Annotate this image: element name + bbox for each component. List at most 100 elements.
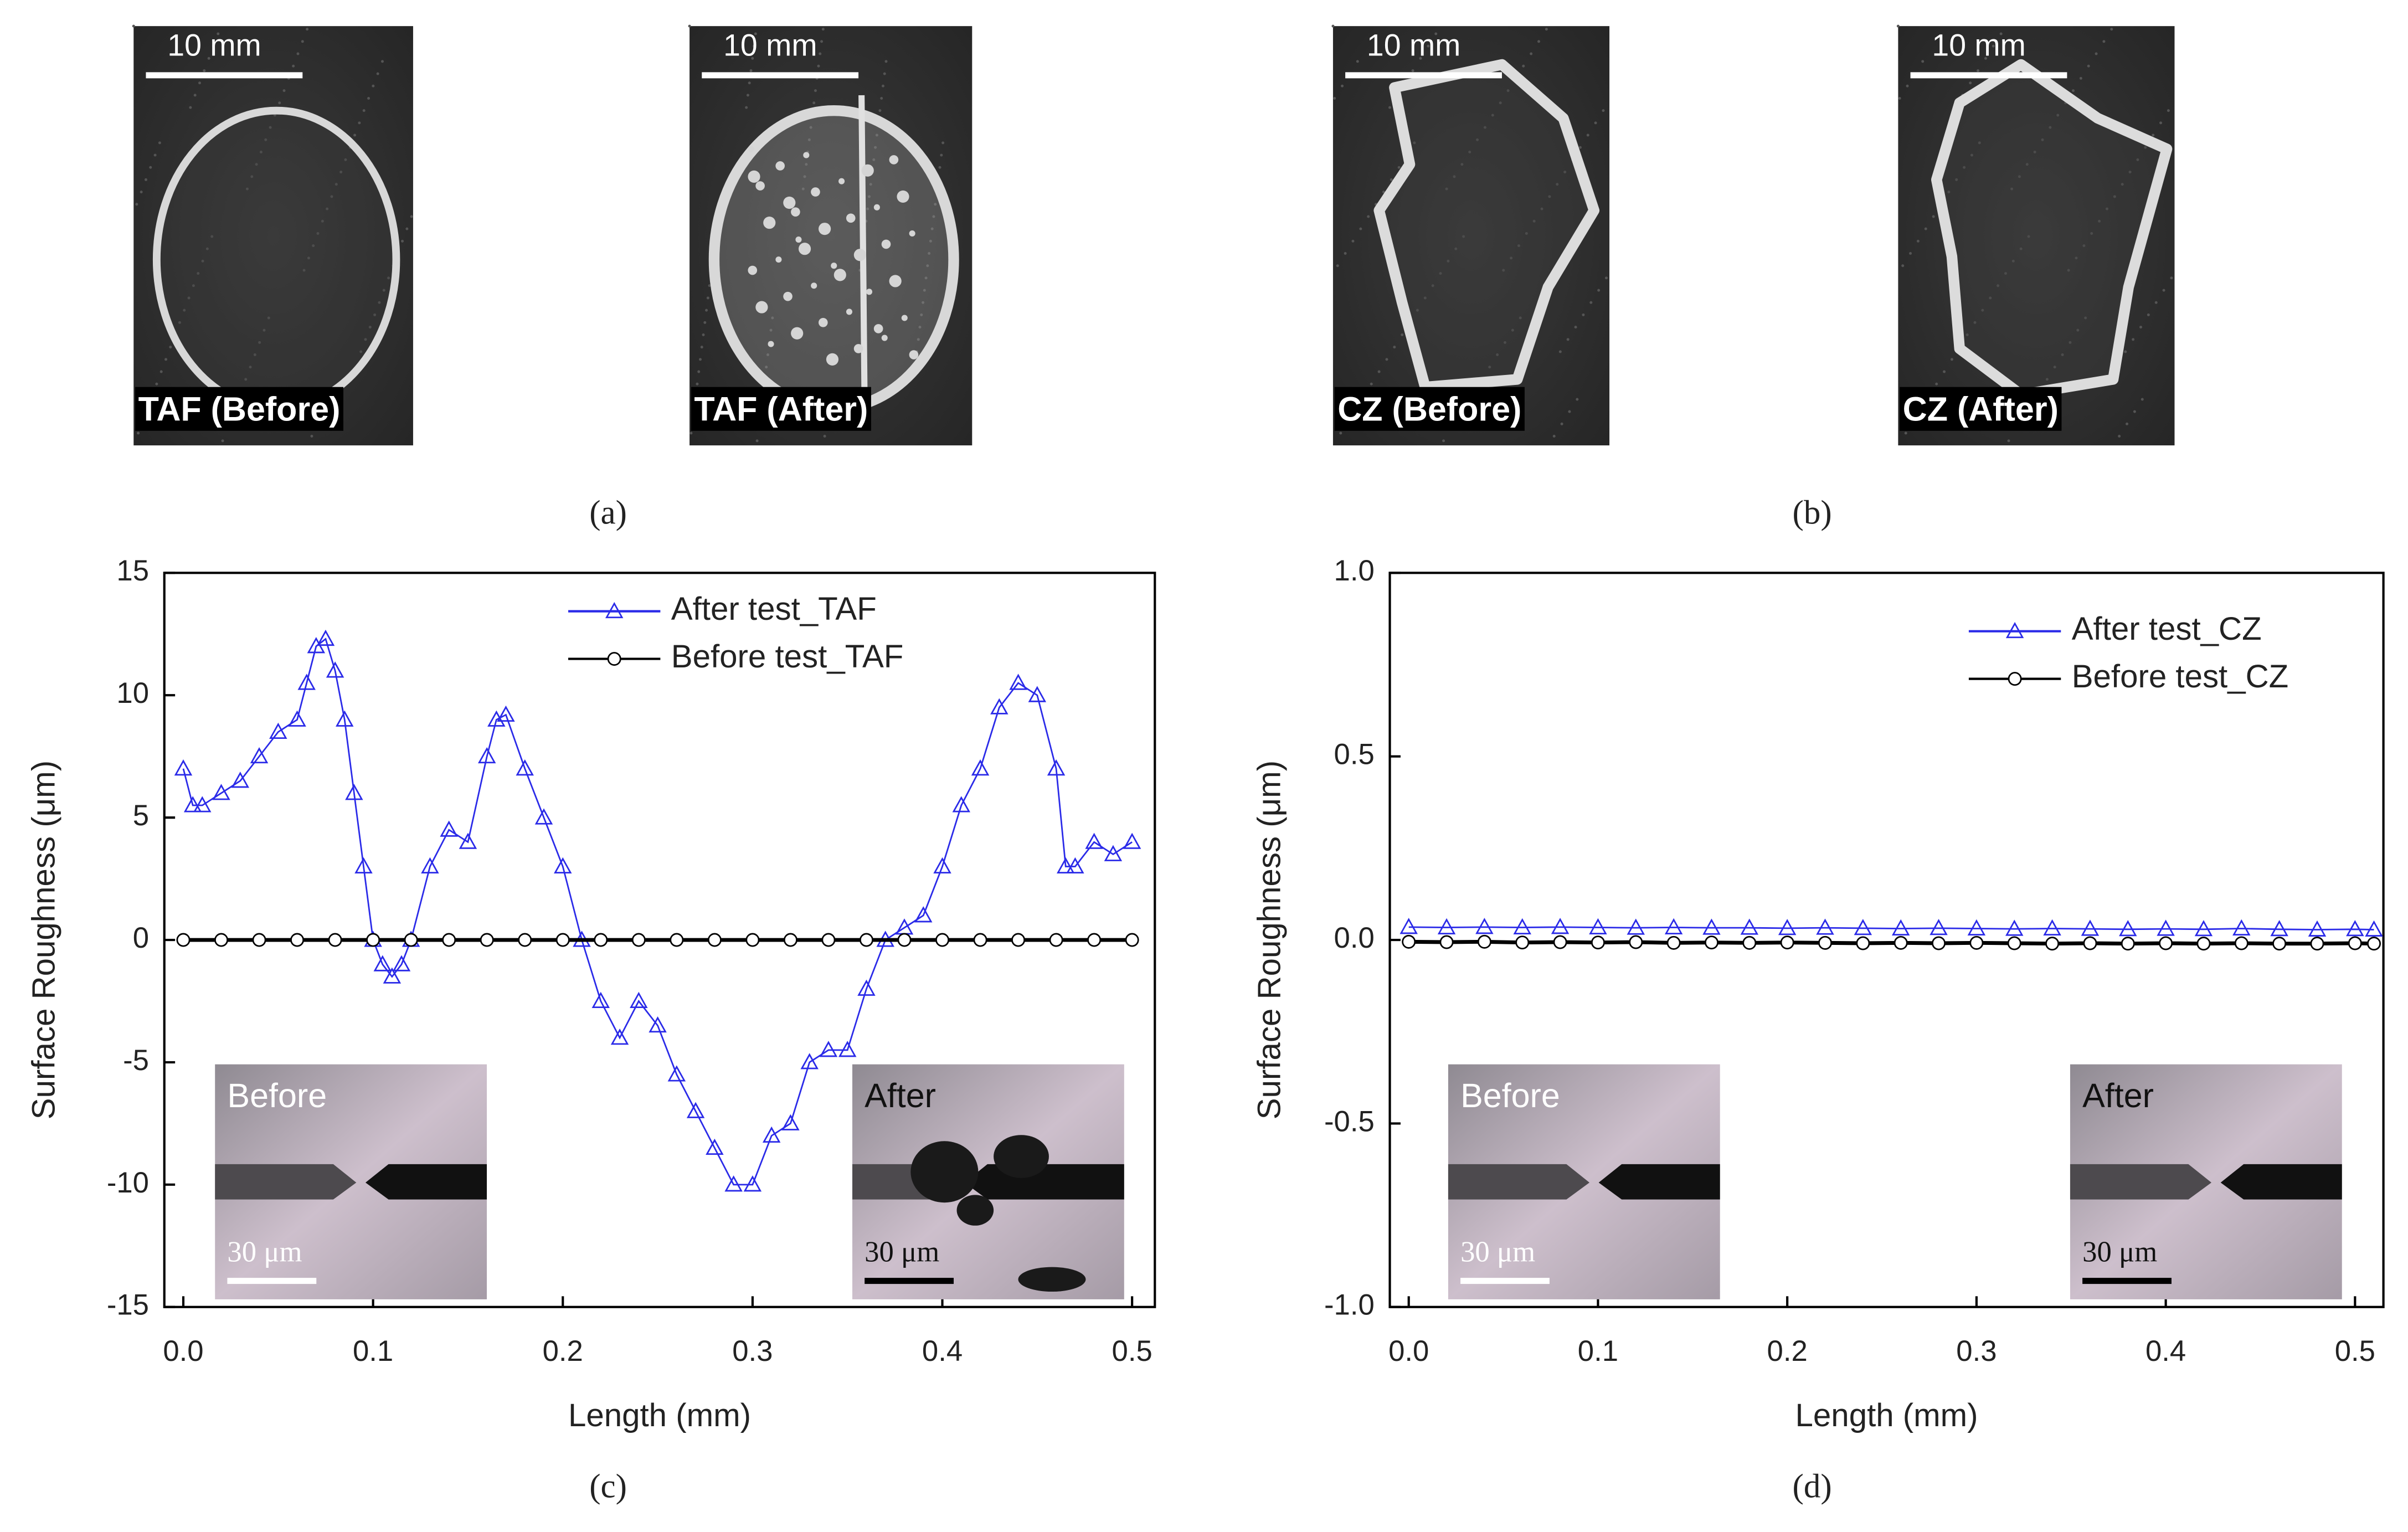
marker: [231, 772, 249, 788]
marker: [176, 933, 191, 947]
texture: [700, 346, 703, 349]
debris: [994, 1135, 1049, 1178]
marker: [762, 1126, 781, 1143]
bubble: [811, 187, 820, 197]
marker: [252, 933, 266, 947]
marker: [1740, 918, 1759, 935]
x-tick-label: 0.1: [353, 1335, 393, 1368]
panel-label: (c): [589, 1468, 627, 1505]
y-tick-label: 0.0: [1334, 922, 1375, 954]
marker: [859, 933, 873, 947]
texture: [697, 370, 701, 373]
photo: 10 mm: [132, 24, 413, 446]
photo-caption: CZ (Before): [1337, 390, 1521, 428]
marker: [897, 933, 912, 947]
bubble: [783, 196, 796, 209]
marker: [594, 933, 608, 947]
texture: [1476, 138, 1479, 141]
texture: [746, 94, 749, 97]
legend-label: Before test_CZ: [2072, 659, 2289, 695]
bubble: [853, 249, 866, 261]
texture: [367, 96, 371, 100]
texture: [1594, 121, 1597, 125]
y-axis-label: Surface Roughness (μm): [26, 760, 62, 1119]
bubble: [818, 317, 828, 327]
marker: [2232, 919, 2251, 935]
texture: [164, 358, 167, 361]
inset-label: After: [2082, 1077, 2154, 1114]
marker: [1627, 918, 1645, 935]
texture: [940, 153, 943, 157]
texture: [301, 40, 304, 43]
y-tick-label: 0.5: [1334, 738, 1375, 771]
texture: [702, 333, 705, 336]
marker: [1704, 935, 1718, 950]
legend-label: After test_TAF: [671, 591, 877, 627]
texture: [2139, 326, 2142, 329]
texture: [1367, 215, 1370, 218]
marker: [686, 1102, 705, 1118]
texture: [1605, 276, 1608, 280]
texture: [819, 52, 822, 55]
texture: [2033, 151, 2036, 154]
texture: [1503, 341, 1506, 344]
marker: [800, 1053, 819, 1070]
texture: [1397, 166, 1401, 169]
texture: [144, 178, 147, 181]
marker: [2196, 937, 2211, 951]
texture: [1331, 24, 1335, 28]
texture: [2170, 276, 2173, 280]
y-tick-label: -10: [107, 1166, 149, 1199]
texture: [1955, 178, 1958, 181]
texture: [924, 276, 928, 280]
y-axis-label: Surface Roughness (μm): [1251, 760, 1287, 1119]
x-tick-label: 0.1: [1578, 1335, 1618, 1368]
marker: [1437, 918, 1456, 934]
marker: [534, 808, 553, 825]
photo-caption: TAF (Before): [138, 390, 341, 428]
texture: [696, 382, 699, 385]
texture: [382, 289, 385, 292]
bubble: [755, 181, 765, 191]
texture: [2045, 378, 2049, 381]
marker: [1399, 918, 1418, 934]
scale-label: 10 mm: [1932, 28, 2025, 63]
texture: [884, 60, 888, 63]
texture: [1984, 56, 1987, 60]
texture: [938, 166, 941, 169]
texture: [1460, 163, 1464, 166]
texture: [2098, 219, 2101, 223]
texture: [249, 366, 252, 369]
texture: [703, 321, 707, 324]
marker: [724, 1175, 743, 1192]
bubble: [818, 223, 831, 235]
texture: [2004, 272, 2007, 275]
inset-label: After: [865, 1077, 936, 1114]
texture: [259, 151, 263, 154]
texture: [1578, 146, 1582, 149]
texture: [1597, 289, 1601, 292]
marker: [1049, 933, 1063, 947]
texture: [1530, 52, 1533, 55]
marker: [193, 796, 212, 813]
marker: [1969, 935, 1984, 950]
x-axis-label: Length (mm): [1795, 1397, 1978, 1433]
texture: [1978, 141, 1981, 145]
caption-background: [135, 387, 343, 431]
marker: [605, 602, 624, 619]
probe-left: [2070, 1164, 2212, 1200]
marker: [288, 710, 306, 727]
texture: [1566, 338, 1570, 341]
texture: [823, 435, 826, 438]
marker: [2005, 919, 2024, 936]
texture: [316, 232, 320, 235]
marker: [1009, 674, 1027, 690]
texture: [868, 195, 871, 198]
marker: [2157, 919, 2175, 936]
texture: [926, 264, 929, 268]
marker: [2045, 937, 2060, 951]
texture: [269, 126, 272, 129]
marker: [1894, 935, 1908, 950]
marker: [783, 933, 797, 947]
photo: 10 mm: [1896, 24, 2175, 446]
